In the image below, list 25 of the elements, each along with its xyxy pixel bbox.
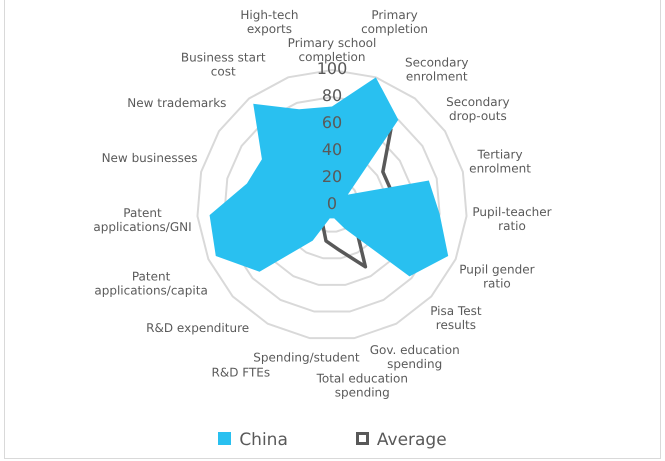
spoke-label: Primary completion xyxy=(361,8,428,36)
spoke-label: Tertiary enrolment xyxy=(469,148,532,176)
y-tick-label: 60 xyxy=(322,113,342,132)
spoke-label: Gov. education spending xyxy=(370,342,460,371)
legend-label: China xyxy=(239,430,288,450)
y-tick-label: 80 xyxy=(322,86,342,106)
spoke-label: Total education spending xyxy=(316,371,408,400)
spoke-label: Pisa Test results xyxy=(430,304,482,332)
spoke-label: New businesses xyxy=(102,150,198,165)
spoke-label: R&D FTEs xyxy=(212,366,270,380)
spoke-label: Secondary drop-outs xyxy=(446,94,510,123)
spoke-label: Patent applications/GNI xyxy=(93,206,192,234)
y-tick-label: 40 xyxy=(322,140,342,160)
y-tick-label: 0 xyxy=(326,194,338,214)
spoke-label: High-tech exports xyxy=(240,8,299,36)
spoke-label: Pupil-teacher ratio xyxy=(472,205,552,234)
spoke-label: Spending/student xyxy=(253,350,360,365)
legend-label: Average xyxy=(376,430,447,450)
y-tick-label: 20 xyxy=(322,167,342,186)
spoke-label: Secondary enrolment xyxy=(404,56,469,84)
spoke-label: Pupil gender ratio xyxy=(459,262,535,290)
spoke-label: New trademarks xyxy=(127,96,226,110)
spoke-label: R&D expenditure xyxy=(146,320,250,335)
spoke-label: Business start cost xyxy=(180,50,266,78)
spoke-label: Patent applications/capita xyxy=(94,269,208,298)
